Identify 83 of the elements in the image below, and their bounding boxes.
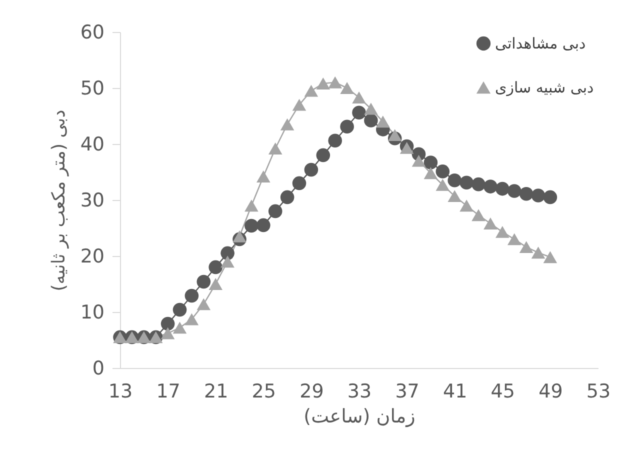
y-tick-label: 20	[80, 246, 104, 268]
point	[244, 218, 258, 233]
point	[364, 102, 378, 115]
point	[507, 184, 522, 198]
point	[256, 218, 270, 232]
point	[352, 92, 366, 104]
point	[280, 190, 294, 204]
point	[340, 120, 354, 134]
point	[472, 209, 486, 222]
point	[232, 230, 246, 242]
point	[304, 84, 318, 97]
point	[543, 251, 558, 264]
point	[160, 327, 175, 340]
point	[196, 274, 211, 289]
y-tick-label: 60	[80, 22, 104, 44]
point	[424, 167, 438, 180]
point	[388, 129, 402, 142]
legend-label: دبی مشاهداتی	[495, 34, 586, 52]
point	[256, 170, 270, 182]
point	[531, 246, 546, 259]
x-tick-label: 37	[395, 380, 420, 402]
x-tick-label: 33	[347, 380, 372, 402]
point	[543, 190, 558, 204]
y-axis-title: دبی (متر مکعب بر ثانیه)	[48, 110, 70, 292]
point	[160, 316, 175, 331]
point	[496, 182, 510, 196]
point	[436, 178, 450, 191]
x-tick-label: 29	[300, 380, 324, 402]
y-tick-label: 30	[80, 190, 104, 212]
point	[244, 200, 258, 212]
point	[531, 188, 546, 202]
point	[172, 302, 187, 317]
point	[184, 288, 199, 303]
x-tick-label: 45	[490, 380, 515, 402]
point	[519, 241, 534, 254]
point	[304, 162, 318, 177]
point	[400, 142, 414, 154]
point	[280, 118, 294, 130]
x-axis-title: زمان (ساعت)	[304, 406, 416, 428]
x-tick-label: 41	[443, 380, 468, 402]
point	[460, 200, 474, 212]
point	[484, 180, 498, 194]
point	[436, 164, 450, 178]
point	[268, 142, 282, 154]
point	[424, 156, 438, 170]
point	[208, 260, 222, 274]
x-tick-label: 21	[204, 380, 228, 402]
point	[208, 278, 222, 290]
point	[472, 177, 486, 192]
point	[484, 218, 498, 230]
x-tick-label: 13	[108, 380, 133, 402]
point	[507, 233, 522, 246]
y-tick-label: 0	[92, 358, 104, 380]
point	[460, 176, 474, 190]
point	[316, 148, 330, 162]
point	[376, 116, 390, 128]
point	[316, 78, 330, 90]
point	[196, 298, 211, 310]
point	[340, 82, 354, 94]
point	[448, 190, 462, 202]
point	[519, 186, 534, 201]
x-tick-label: 49	[538, 380, 563, 402]
point	[448, 174, 462, 188]
point	[328, 76, 342, 88]
point	[364, 114, 378, 128]
y-tick-label: 50	[80, 78, 104, 100]
x-tick-label: 17	[156, 380, 180, 402]
point	[496, 226, 510, 238]
point	[292, 98, 306, 111]
legend-label: دبی شبیه سازی	[495, 78, 594, 96]
point	[172, 322, 187, 334]
point	[328, 134, 342, 148]
y-tick-label: 10	[80, 302, 104, 324]
x-tick-label: 25	[252, 380, 276, 402]
x-tick-label: 53	[586, 380, 611, 402]
point	[220, 256, 234, 268]
point	[292, 176, 306, 190]
point	[184, 313, 199, 326]
point	[352, 106, 366, 120]
y-tick-label: 40	[80, 134, 104, 156]
point	[268, 204, 282, 218]
point	[220, 246, 234, 260]
point	[412, 154, 426, 167]
